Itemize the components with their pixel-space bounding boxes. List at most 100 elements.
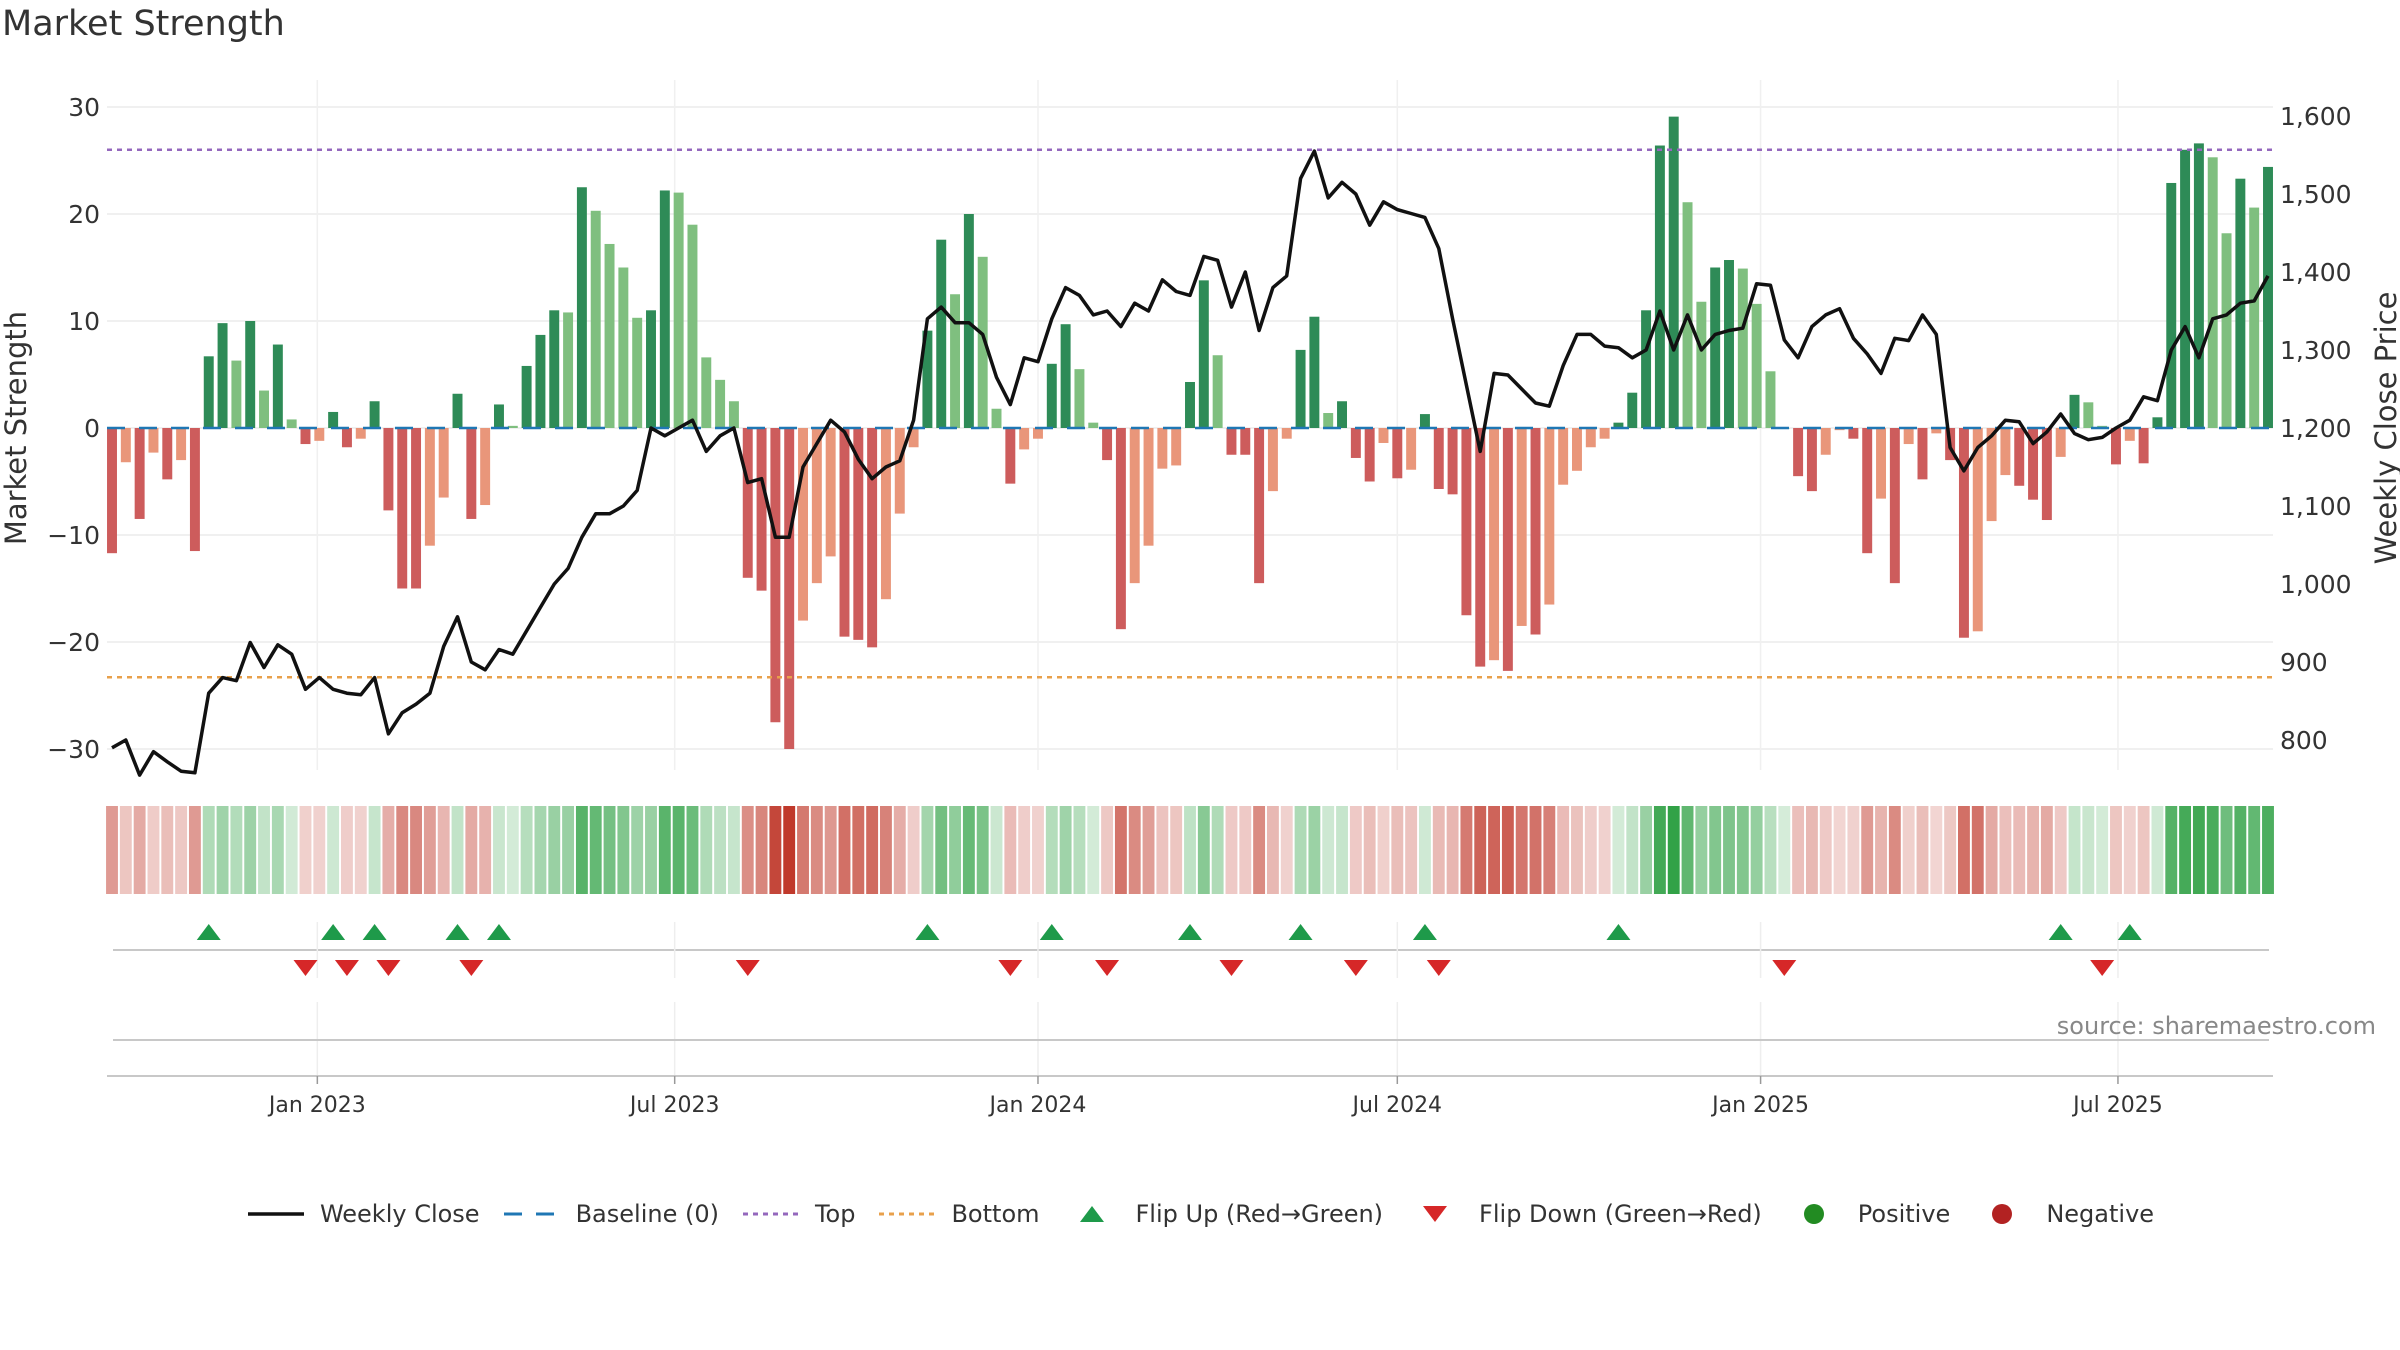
heat-cell <box>631 806 644 894</box>
strength-bar <box>1641 310 1652 428</box>
strength-bar <box>1958 428 1969 638</box>
heat-cell <box>1460 806 1473 894</box>
strength-bar <box>1793 428 1804 477</box>
strength-bar <box>1309 316 1320 428</box>
strength-bar <box>1724 260 1734 428</box>
heat-cell <box>2248 806 2261 894</box>
y2-tick-label: 1,200 <box>2280 414 2352 443</box>
strength-bar <box>853 428 864 640</box>
heat-cell <box>1944 806 1957 894</box>
strength-bar <box>632 317 643 428</box>
strength-bar <box>576 187 587 428</box>
legend-weekly-close-icon <box>246 1202 306 1226</box>
heat-cell <box>520 806 533 894</box>
y2-tick-label: 1,300 <box>2280 336 2352 365</box>
strength-bar <box>784 428 795 749</box>
strength-bar <box>991 408 1002 428</box>
heat-cell <box>410 806 422 894</box>
strength-bar <box>1364 428 1375 482</box>
strength-bar <box>1889 428 1900 584</box>
legend-item-weekly-close: Weekly Close <box>246 1200 480 1228</box>
strength-bar <box>120 428 131 463</box>
strength-bar <box>922 330 933 428</box>
heat-cell <box>1211 806 1224 894</box>
heat-cell <box>396 806 409 894</box>
heat-cell <box>1958 806 1970 894</box>
strength-bar <box>2069 394 2080 428</box>
heat-cell <box>1239 806 1252 894</box>
heat-cell <box>1349 806 1362 894</box>
heat-cell <box>1073 806 1086 894</box>
heat-cell <box>188 806 201 894</box>
strength-bar <box>1198 280 1209 428</box>
strength-bar <box>1267 428 1278 492</box>
strength-bar <box>1544 428 1555 605</box>
strength-bar <box>2249 207 2260 428</box>
strength-bar <box>1392 428 1403 479</box>
legend-flip-up-icon <box>1062 1202 1122 1226</box>
heat-cell <box>1902 806 1915 894</box>
strength-bar <box>563 312 574 428</box>
legend-label: Flip Up (Red→Green) <box>1135 1200 1384 1228</box>
heat-cell <box>741 806 754 894</box>
heat-cell <box>2262 806 2274 894</box>
legend-item-top: Top <box>741 1200 855 1228</box>
heat-cell <box>147 806 160 894</box>
flip-down-marker <box>1343 960 1368 976</box>
flip-down-marker <box>1219 960 1244 976</box>
heat-cell <box>2082 806 2095 894</box>
right-y-axis: 800 900 1,000 1,100 1,200 1,300 1,400 1,500 1,60… <box>2280 102 2352 755</box>
heat-cell <box>1336 806 1348 894</box>
heat-cell <box>2054 806 2067 894</box>
heat-cell <box>1971 806 1984 894</box>
heat-cell <box>534 806 547 894</box>
y2-tick-label: 1,500 <box>2280 180 2352 209</box>
heat-cell <box>423 806 436 894</box>
heat-cell <box>1833 806 1846 894</box>
heat-cell <box>2137 806 2150 894</box>
heat-cell <box>755 806 768 894</box>
heat-cell <box>1847 806 1860 894</box>
y2-tick-label: 1,400 <box>2280 258 2352 287</box>
strength-bar <box>259 390 270 428</box>
legend-positive-icon <box>1784 1202 1844 1226</box>
heat-cell <box>962 806 975 894</box>
strength-bar <box>162 428 173 480</box>
heat-cell <box>2123 806 2136 894</box>
heat-cell <box>1792 806 1805 894</box>
y2-tick-label: 1,600 <box>2280 102 2352 131</box>
heat-cell <box>1004 806 1017 894</box>
heat-cell <box>1114 806 1127 894</box>
strength-bar <box>618 267 629 428</box>
strength-bar <box>1115 428 1126 630</box>
legend-label: Positive <box>1857 1200 1951 1228</box>
strength-bar <box>1102 428 1113 461</box>
heat-cell <box>1391 806 1404 894</box>
heat-cell <box>465 806 478 894</box>
heat-cell <box>175 806 188 894</box>
heat-cell <box>921 806 934 894</box>
strength-bar <box>1516 428 1527 626</box>
legend-label: Negative <box>2046 1200 2155 1228</box>
heat-cell <box>1750 806 1763 894</box>
strength-bar <box>1558 428 1569 485</box>
heat-cell <box>852 806 865 894</box>
heat-cell <box>271 806 284 894</box>
heat-cell <box>479 806 492 894</box>
strength-bar <box>1668 116 1679 428</box>
strength-bar <box>245 321 256 428</box>
heat-cell <box>1695 806 1708 894</box>
heat-cell <box>1543 806 1556 894</box>
strength-bars <box>107 116 2273 749</box>
heat-cell <box>1322 806 1335 894</box>
heat-cell <box>2234 806 2247 894</box>
strength-bar <box>107 428 117 554</box>
strength-bar <box>2263 166 2273 429</box>
heat-cell <box>2179 806 2192 894</box>
strength-bar <box>894 428 905 514</box>
legend-item-baseline: Baseline (0) <box>502 1200 719 1228</box>
heat-cell <box>1432 806 1445 894</box>
heat-cell <box>1985 806 1998 894</box>
strength-bar <box>1585 428 1596 448</box>
